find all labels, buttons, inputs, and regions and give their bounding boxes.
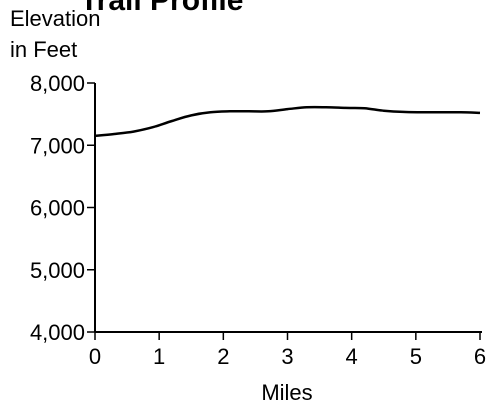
y-axis-label-line1: Elevation	[10, 6, 101, 31]
chart-title: Trail Profile	[80, 0, 243, 17]
x-axis-label: Miles	[261, 380, 312, 405]
x-tick-label: 1	[153, 344, 165, 369]
y-tick-label: 6,000	[30, 196, 85, 221]
x-tick-label: 4	[346, 344, 358, 369]
x-ticks: 0 1 2 3 4 5 6	[89, 332, 486, 369]
y-tick-label: 5,000	[30, 258, 85, 283]
x-tick-label: 5	[410, 344, 422, 369]
x-tick-label: 2	[217, 344, 229, 369]
y-tick-label: 8,000	[30, 71, 85, 96]
x-tick-label: 0	[89, 344, 101, 369]
y-tick-label: 7,000	[30, 133, 85, 158]
plot-area	[94, 105, 481, 138]
elevation-line	[94, 105, 481, 138]
y-ticks: 4,000 5,000 6,000 7,000 8,000	[30, 71, 95, 345]
x-tick-label: 6	[474, 344, 486, 369]
axes	[94, 83, 482, 333]
y-tick-label: 4,000	[30, 320, 85, 345]
y-axis-label-line2: in Feet	[10, 37, 77, 62]
x-tick-label: 3	[281, 344, 293, 369]
